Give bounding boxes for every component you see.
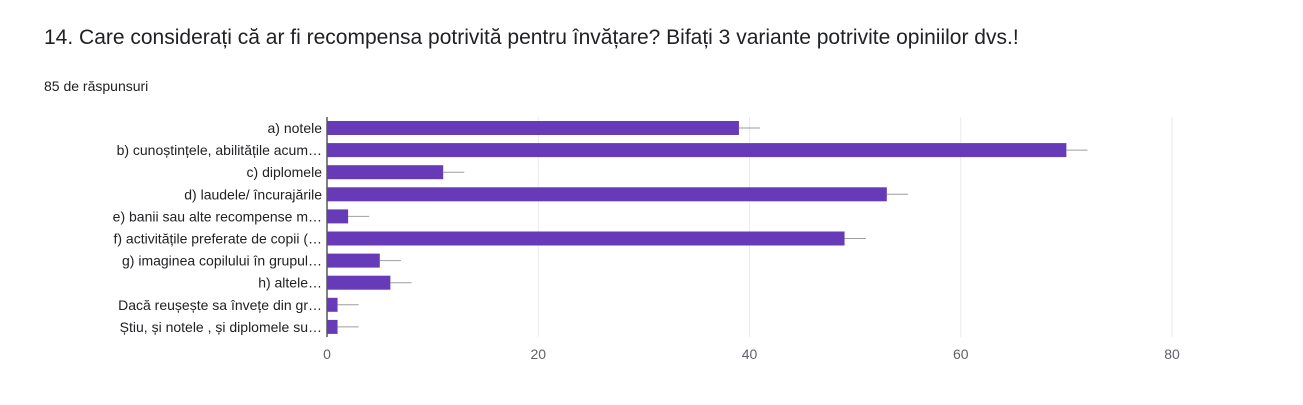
category-label: Știu, și notele , și diplomele su… (120, 319, 322, 335)
label-layer: 0 20 40 60 80 a) notele b) cunoștințele, abili… (113, 120, 1180, 362)
category-label: g) imaginea copilului în grupul… (122, 253, 322, 269)
bar (327, 275, 391, 290)
bar (327, 253, 380, 268)
bar-layer (327, 121, 1088, 334)
category-label: c) diplomele (247, 164, 323, 180)
bar (327, 121, 739, 135)
bar (327, 209, 349, 224)
bar (327, 165, 444, 180)
category-label: e) banii sau alte recompense m… (113, 208, 322, 224)
x-tick-label: 40 (742, 346, 758, 362)
bar (327, 297, 338, 312)
question-title: 14. Care considerați că ar fi recompensa… (44, 26, 1019, 49)
x-tick-label: 60 (953, 346, 969, 362)
response-count: 85 de răspunsuri (44, 78, 149, 94)
x-tick-label: 80 (1164, 346, 1180, 362)
bar (327, 231, 845, 246)
category-label: d) laudele/ încurajările (184, 186, 322, 202)
category-label: Dacă reușește sa învețe din gr… (118, 297, 322, 313)
x-tick-label: 0 (323, 346, 331, 362)
bar (327, 187, 887, 202)
bar (327, 143, 1067, 158)
bar (327, 319, 338, 334)
category-label: f) activitățile preferate de copii (… (113, 231, 322, 247)
category-label: h) altele… (258, 275, 322, 291)
category-label: b) cunoștințele, abilitățile acum… (117, 142, 322, 158)
x-tick-label: 20 (530, 346, 546, 362)
category-label: a) notele (268, 120, 323, 136)
